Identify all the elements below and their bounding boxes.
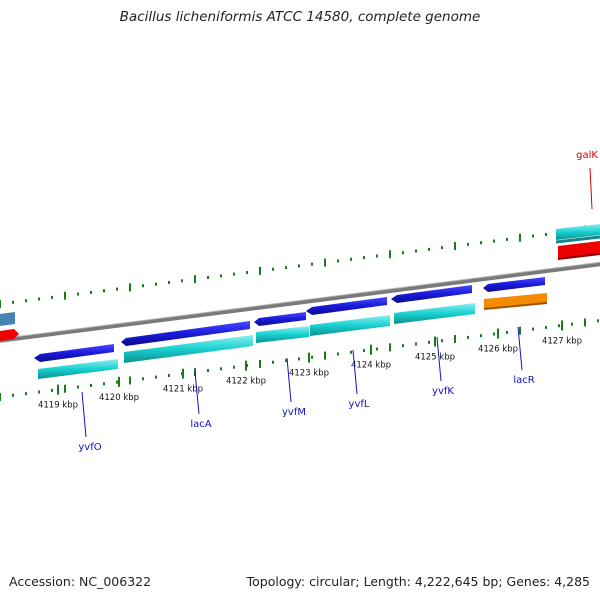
cds-yvfK[interactable] [391, 285, 472, 303]
kbp-tick-label: 4121 kbp [163, 385, 203, 395]
cds-lacA[interactable] [121, 321, 250, 346]
kbp-tick-marks [57, 320, 563, 395]
kbp-tick-label: 4124 kbp [351, 361, 391, 371]
cds-yvfM[interactable] [254, 312, 306, 326]
gene-labels: yvfO lacA yvfM yvfL yvfK lacR galK [78, 150, 598, 453]
gene-label-yvfL[interactable]: yvfL [349, 399, 370, 410]
kbp-tick-label: 4126 kbp [478, 345, 518, 355]
cds-lacR[interactable] [484, 293, 547, 309]
gene-leader-line [286, 357, 292, 403]
cds-yvfO[interactable] [34, 344, 114, 362]
genome-backbone [0, 262, 600, 343]
cds-lacR-upper[interactable] [483, 277, 545, 292]
gene-label-galK[interactable]: galK [576, 150, 598, 161]
kbp-tick-label: 4122 kbp [226, 377, 266, 387]
genome-summary: Topology: circular; Length: 4,222,645 bp… [246, 574, 590, 589]
kbp-tick-label: 4123 kbp [289, 369, 329, 379]
kbp-tick-label: 4119 kbp [38, 401, 78, 411]
gene-label-yvfM[interactable]: yvfM [282, 407, 306, 418]
kbp-tick-label: 4127 kbp [542, 336, 582, 346]
gene-label-lacR[interactable]: lacR [513, 375, 534, 386]
lower-scale-dots [0, 318, 599, 401]
gene-leader-line [436, 336, 442, 382]
upper-scale-dots [0, 225, 599, 308]
accession-label: Accession: NC_006322 [9, 574, 152, 589]
gene-label-lacA[interactable]: lacA [190, 419, 211, 430]
cds-left-blue-grey[interactable] [0, 312, 15, 326]
forward-cds-track [34, 277, 548, 362]
gene-track [38, 224, 600, 379]
gene-leader-line [352, 349, 358, 395]
gene-leader-line [517, 326, 523, 371]
cds-yvfL[interactable] [306, 297, 387, 315]
gene-label-yvfK[interactable]: yvfK [432, 386, 454, 397]
kbp-tick-labels: 4119 kbp 4120 kbp 4121 kbp 4122 kbp 4123 kbp… [38, 336, 582, 410]
cds-left-red[interactable] [0, 329, 19, 341]
map-title: Bacillus licheniformis ATCC 14580, compl… [119, 9, 481, 25]
kbp-tick-label: 4125 kbp [415, 353, 455, 363]
gene-label-yvfO[interactable]: yvfO [78, 442, 101, 453]
gene-leader-line [194, 371, 200, 415]
kbp-tick-label: 4120 kbp [99, 393, 139, 403]
gene-leader-line [589, 167, 593, 210]
gene-leader-line [81, 391, 87, 438]
